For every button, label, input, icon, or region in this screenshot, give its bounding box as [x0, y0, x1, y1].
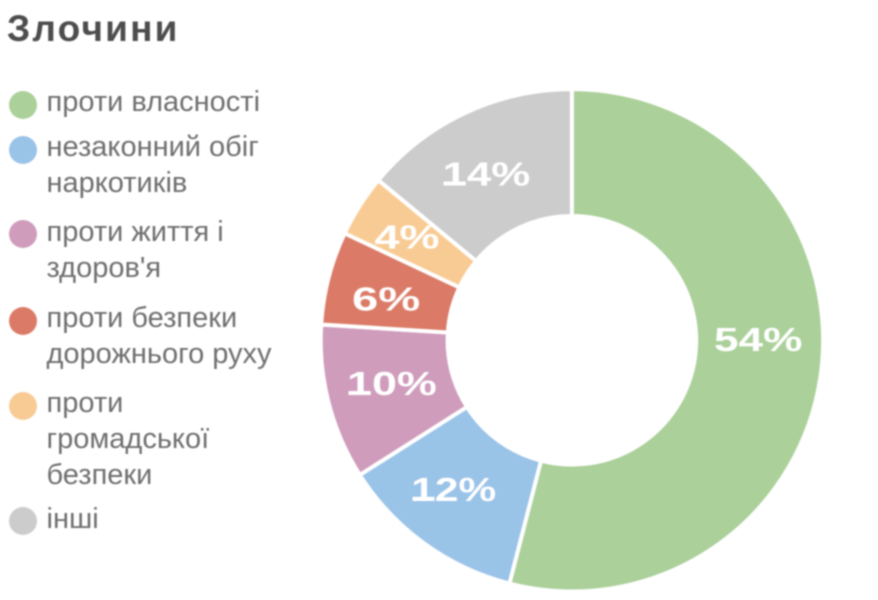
- svg-text:12%: 12%: [411, 472, 496, 508]
- svg-text:6%: 6%: [352, 280, 420, 317]
- svg-text:4%: 4%: [375, 219, 440, 256]
- svg-text:54%: 54%: [714, 322, 802, 358]
- svg-text:10%: 10%: [347, 366, 437, 403]
- svg-text:14%: 14%: [443, 157, 531, 194]
